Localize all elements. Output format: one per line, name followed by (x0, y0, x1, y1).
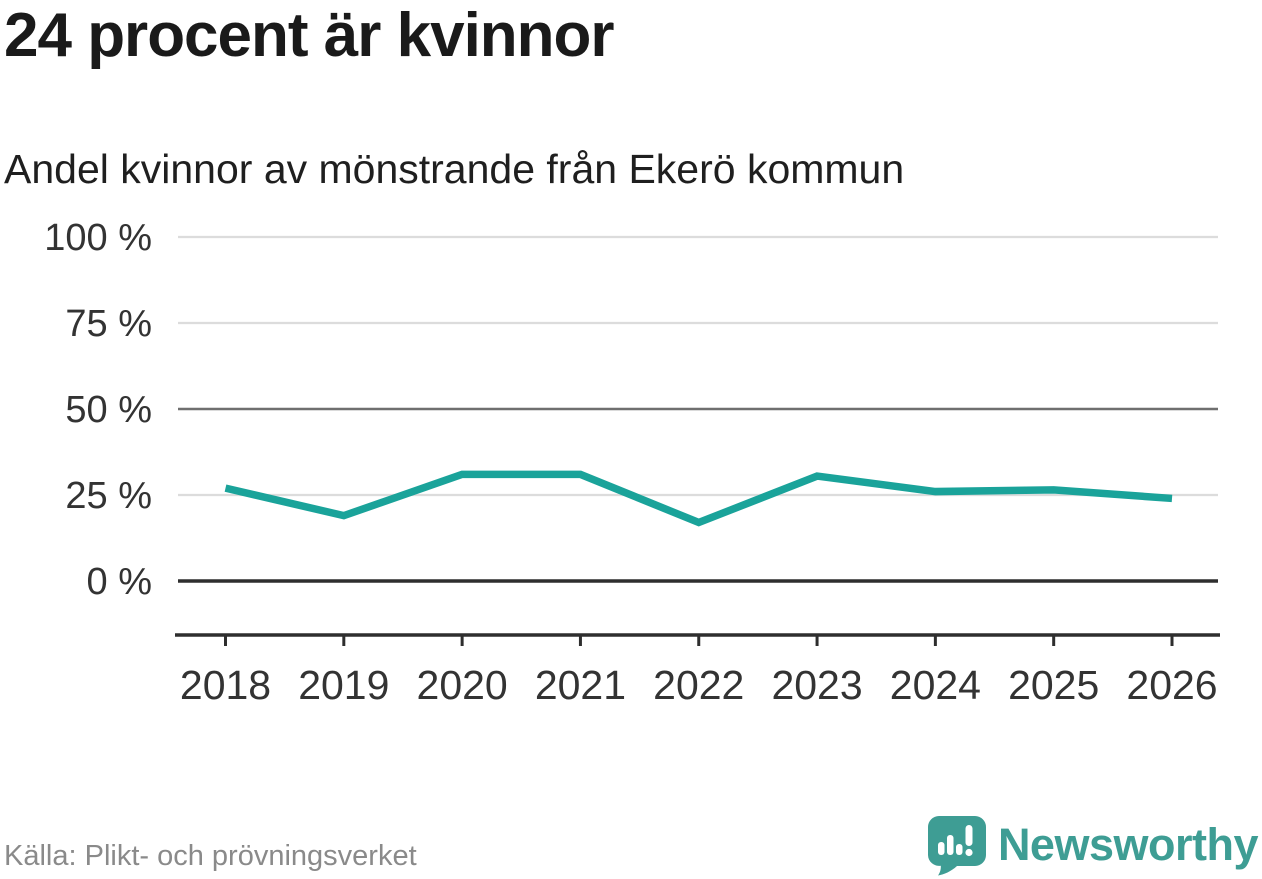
y-tick-label: 25 % (65, 475, 152, 517)
x-tick-label: 2022 (653, 662, 744, 708)
newsworthy-wordmark: Newsworthy (997, 819, 1259, 870)
x-tick-label: 2021 (535, 662, 626, 708)
page-title: 24 procent är kvinnor (4, 1, 615, 70)
exclamation-dot (965, 848, 973, 857)
bar-2 (946, 835, 954, 855)
chart-subtitle: Andel kvinnor av mönstrande från Ekerö k… (4, 146, 905, 192)
newsworthy-logo: Newsworthy (926, 814, 1259, 876)
x-tick-label: 2019 (298, 662, 389, 708)
exclamation-stem (965, 825, 973, 846)
x-tick-label: 2018 (180, 662, 271, 708)
source-caption: Källa: Plikt- och prövningsverket (4, 840, 417, 872)
x-tick-label: 2020 (417, 662, 508, 708)
x-tick-label: 2024 (890, 662, 981, 708)
y-tick-label: 100 % (44, 217, 152, 259)
newsworthy-speech-bubble-bar-chart-icon (927, 816, 986, 876)
y-tick-label: 0 % (87, 561, 152, 603)
y-tick-label: 50 % (65, 389, 152, 431)
x-tick-label: 2023 (771, 662, 862, 708)
bar-3 (955, 844, 963, 855)
x-tick-label: 2025 (1008, 662, 1099, 708)
x-tick-label: 2026 (1126, 662, 1217, 708)
y-tick-label: 75 % (65, 303, 152, 345)
bar-1 (937, 842, 945, 855)
line-chart: 0 % 25 % 50 % 75 % 100 % 2018 2019 2020 2021 2022… (44, 217, 1220, 708)
data-line-andel-kvinnor-av-m-nstrande (224, 470, 1173, 527)
